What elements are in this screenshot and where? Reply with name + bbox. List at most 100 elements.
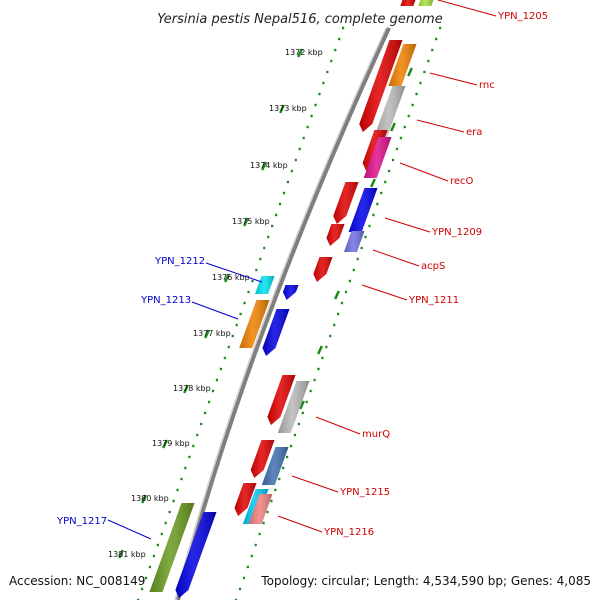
gene-feature-shading — [348, 188, 378, 232]
gene-label-reco[interactable]: recO — [450, 176, 474, 187]
tick-dot — [290, 169, 293, 173]
tick-dot — [376, 202, 379, 206]
tick-labels: 1372 kbp 1373 kbp 1374 kbp 1375 kbp 1376… — [108, 48, 323, 559]
label-connector — [277, 515, 323, 533]
gene-feature-shading — [363, 137, 392, 178]
gene-label-era[interactable]: era — [466, 127, 482, 138]
gene-label-ypn1216[interactable]: YPN_1216 — [323, 527, 374, 538]
gene-feature-shading — [400, 0, 416, 6]
tick-label: 1378 kbp — [173, 384, 211, 393]
tick-dot — [263, 246, 266, 250]
gene-feature-shading — [262, 309, 290, 356]
tick-major — [299, 400, 305, 410]
tick-dot — [289, 444, 293, 448]
label-connector — [416, 119, 465, 133]
tick-dot — [314, 103, 317, 107]
tick-major — [162, 439, 168, 449]
tick-major — [204, 329, 210, 339]
tick-dot — [243, 301, 246, 305]
label-connector — [384, 217, 431, 233]
tick-dot — [423, 70, 426, 74]
tick-label: 1377 kbp — [193, 329, 231, 338]
tick-dot — [286, 455, 289, 459]
gene-label-ypn1205[interactable]: YPN_1205 — [497, 11, 548, 22]
label-connector — [205, 262, 263, 283]
gene-label-rnc[interactable]: rnc — [479, 80, 495, 91]
gene-label-ypn1217[interactable]: YPN_1217 — [56, 516, 107, 527]
tick-dot — [313, 378, 316, 382]
tick-label: 1379 kbp — [152, 439, 190, 448]
tick-dot — [302, 136, 305, 140]
tick-dot — [333, 323, 336, 327]
gene-label-murq[interactable]: murQ — [362, 429, 390, 440]
tick-dot — [344, 290, 348, 294]
tick-dot — [274, 213, 278, 217]
tick-dot — [388, 169, 391, 173]
tick-dot — [247, 290, 250, 294]
tick-dot — [282, 466, 285, 470]
tick-label: 1375 kbp — [232, 217, 270, 226]
tick-dot — [254, 543, 257, 547]
gene-feature-shading — [234, 483, 257, 516]
tick-label: 1373 kbp — [269, 104, 307, 113]
tick-dot — [310, 114, 313, 118]
tick-major — [334, 290, 340, 300]
tick-label: 1381 kbp — [108, 550, 146, 559]
tick-dot — [188, 455, 191, 459]
tick-dot — [368, 224, 371, 228]
tick-dot — [330, 59, 333, 63]
label-connector — [429, 72, 478, 86]
tick-major — [407, 67, 413, 77]
tick-dot — [325, 345, 328, 349]
gene-label-ypn1209[interactable]: YPN_1209 — [431, 227, 482, 238]
tick-dot — [235, 598, 238, 600]
tick-major — [297, 48, 303, 58]
tick-dot — [172, 499, 175, 503]
gene-feature-shading — [282, 285, 299, 300]
tick-dot — [415, 92, 418, 96]
tick-dot — [246, 565, 249, 569]
gene-feature-shading — [418, 0, 434, 6]
tick-label: 1374 kbp — [250, 161, 288, 170]
tick-dot — [338, 37, 341, 41]
tick-dot — [403, 125, 406, 129]
tick-dot — [148, 565, 152, 569]
gene-feature-shading — [326, 224, 345, 246]
tick-dot — [219, 367, 222, 371]
gene-labels-right: YPN_1205 rnc era recO YPN_1209 acpS YPN_… — [323, 11, 548, 538]
tick-major — [370, 178, 376, 188]
tick-dot — [266, 510, 269, 514]
label-connector — [191, 301, 239, 320]
label-connector — [315, 416, 361, 435]
gene-feature-shading — [333, 182, 359, 224]
gene-feature-shading — [175, 512, 217, 598]
tick-dot — [286, 180, 290, 184]
gene-label-acps[interactable]: acpS — [421, 261, 445, 272]
gene-label-ypn1213[interactable]: YPN_1213 — [140, 295, 191, 306]
tick-major — [141, 494, 147, 504]
topology-text: Topology: circular; Length: 4,534,590 bp… — [261, 574, 591, 588]
tick-major — [279, 104, 285, 114]
gene-label-ypn1211[interactable]: YPN_1211 — [408, 295, 459, 306]
tick-dot — [278, 477, 281, 481]
tick-dot — [395, 147, 399, 151]
tick-dot — [271, 224, 274, 228]
tick-dot — [160, 532, 163, 536]
tick-dot — [156, 543, 159, 547]
gene-feature-shading — [277, 381, 310, 433]
gene-feature-shading — [250, 440, 275, 478]
label-connector — [361, 284, 408, 301]
gene-feature-shading — [149, 503, 195, 592]
tick-dot — [235, 323, 238, 327]
tick-dot — [439, 26, 442, 30]
tick-dot — [380, 191, 383, 195]
gene-feature-shading — [343, 231, 365, 252]
gene-label-ypn1215[interactable]: YPN_1215 — [339, 487, 390, 498]
tick-dot — [278, 202, 282, 206]
tick-dot — [419, 81, 422, 85]
gene-label-ypn1212[interactable]: YPN_1212 — [154, 256, 205, 267]
tick-dot — [238, 587, 242, 591]
tick-dot — [340, 301, 344, 305]
tick-dot — [184, 466, 187, 470]
